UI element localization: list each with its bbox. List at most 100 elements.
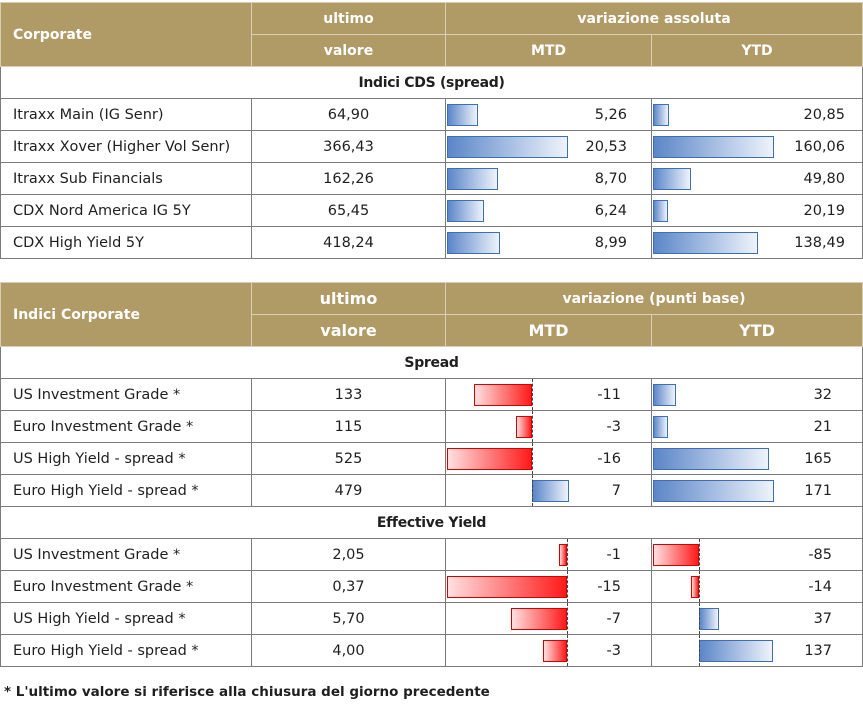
variation-header: variazione assoluta — [444, 2, 863, 35]
row-name: Euro High Yield - spread * — [0, 474, 252, 507]
ytd-cell: 171 — [650, 474, 863, 507]
mtd-cell-value: -1 — [606, 546, 621, 563]
mtd-cell-value: 7 — [611, 482, 621, 499]
table-row: CDX High Yield 5Y 418,24 8,99 138,49 — [0, 226, 863, 259]
mtd-cell-bar — [532, 480, 570, 502]
ytd-cell-value: 49,80 — [803, 170, 846, 187]
mtd-cell: 7 — [445, 474, 652, 507]
row-value: 162,26 — [251, 162, 446, 195]
row-value: 65,45 — [251, 194, 446, 227]
table-row: US Investment Grade * 2,05 -1 -85 — [0, 538, 863, 571]
mtd-cell-axis — [532, 411, 533, 442]
ultimo-header: ultimo — [251, 2, 446, 35]
mtd-cell-value: 8,99 — [594, 234, 627, 251]
ytd-cell-bar — [653, 416, 668, 438]
mtd-cell-bar — [447, 200, 484, 222]
mtd-header: MTD — [445, 34, 652, 67]
ytd-cell-value: -85 — [808, 546, 833, 563]
mtd-cell-value: -11 — [597, 386, 621, 403]
row-value: 479 — [251, 474, 446, 507]
mtd-cell-value: 8,70 — [594, 170, 627, 187]
ytd-cell-bar — [653, 136, 774, 158]
mtd-cell: -15 — [445, 570, 652, 603]
ytd-cell-bar — [699, 640, 773, 662]
mtd-cell: -7 — [445, 602, 652, 635]
row-name: Euro Investment Grade * — [0, 570, 252, 603]
ytd-cell: 37 — [650, 602, 863, 635]
valore-header: valore — [251, 314, 446, 347]
row-value: 525 — [251, 442, 446, 475]
ytd-cell-value: 138,49 — [794, 234, 846, 251]
variation-header: variazione (punti base) — [444, 282, 863, 315]
mtd-cell-value: 5,26 — [594, 106, 627, 123]
row-name: US Investment Grade * — [0, 378, 252, 411]
section-row: Spread — [0, 346, 863, 379]
table-row: Itraxx Xover (Higher Vol Senr) 366,43 20,5… — [0, 130, 863, 163]
mtd-cell-value: 6,24 — [594, 202, 627, 219]
table-row: Euro High Yield - spread * 479 7 171 — [0, 474, 863, 507]
mtd-cell-axis — [567, 603, 568, 634]
mtd-cell-bar — [516, 416, 532, 438]
ytd-header: YTD — [650, 34, 863, 67]
row-value: 133 — [251, 378, 446, 411]
ytd-cell-value: 20,19 — [803, 202, 846, 219]
cds-table: Corporate ultimo variazione assoluta val… — [0, 2, 863, 259]
mtd-header: MTD — [445, 314, 652, 347]
row-value: 418,24 — [251, 226, 446, 259]
ytd-cell: -14 — [650, 570, 863, 603]
row-value: 5,70 — [251, 602, 446, 635]
mtd-cell: -11 — [445, 378, 652, 411]
ytd-cell-bar — [653, 104, 669, 126]
mtd-cell-bar — [447, 136, 569, 158]
mtd-cell-bar — [447, 576, 567, 598]
mtd-cell-axis — [567, 635, 568, 666]
row-name: CDX High Yield 5Y — [0, 226, 252, 259]
mtd-cell-value: 20,53 — [585, 138, 627, 155]
ultimo-header: ultimo — [251, 282, 446, 315]
ytd-cell: 21 — [650, 410, 863, 443]
table-row: US High Yield - spread * 525 -16 165 — [0, 442, 863, 475]
mtd-cell-bar — [447, 104, 479, 126]
mtd-cell-axis — [567, 539, 568, 570]
mtd-cell-axis — [532, 475, 533, 506]
section-title: Spread — [0, 346, 863, 379]
ytd-cell: 137 — [650, 634, 863, 667]
ytd-cell: 160,06 — [650, 130, 863, 163]
ytd-cell-bar — [653, 168, 691, 190]
ytd-cell-value: -14 — [808, 578, 833, 595]
corporate-table: Indici Corporate ultimo variazione (punt… — [0, 282, 863, 667]
ytd-cell-axis — [699, 539, 700, 570]
indici-corporate-header: Indici Corporate — [0, 282, 252, 347]
ytd-cell-value: 21 — [813, 418, 833, 435]
row-value: 115 — [251, 410, 446, 443]
mtd-cell: -16 — [445, 442, 652, 475]
section-row: Effective Yield — [0, 506, 863, 539]
ytd-cell-bar — [653, 200, 669, 222]
ytd-cell: 20,85 — [650, 98, 863, 131]
mtd-cell-axis — [532, 443, 533, 474]
table-row: CDX Nord America IG 5Y 65,45 6,24 20,19 — [0, 194, 863, 227]
mtd-cell-value: -16 — [597, 450, 621, 467]
row-name: Euro High Yield - spread * — [0, 634, 252, 667]
ytd-cell-bar — [691, 576, 699, 598]
mtd-cell-bar — [473, 384, 532, 406]
ytd-cell-value: 32 — [813, 386, 833, 403]
ytd-cell-bar — [653, 232, 758, 254]
mtd-cell-value: -3 — [606, 418, 621, 435]
corporate-header: Corporate — [0, 2, 252, 67]
ytd-cell-axis — [699, 603, 700, 634]
mtd-cell: 6,24 — [445, 194, 652, 227]
mtd-cell: 5,26 — [445, 98, 652, 131]
table-row: US Investment Grade * 133 -11 32 — [0, 378, 863, 411]
ytd-cell-bar — [653, 448, 770, 470]
ytd-cell-value: 137 — [804, 642, 833, 659]
row-name: US High Yield - spread * — [0, 602, 252, 635]
mtd-cell-axis — [567, 571, 568, 602]
ytd-header: YTD — [650, 314, 863, 347]
row-name: Itraxx Main (IG Senr) — [0, 98, 252, 131]
row-name: US High Yield - spread * — [0, 442, 252, 475]
ytd-cell: 32 — [650, 378, 863, 411]
ytd-cell-value: 165 — [804, 450, 833, 467]
mtd-cell-bar — [447, 448, 532, 470]
ytd-cell-bar — [699, 608, 719, 630]
